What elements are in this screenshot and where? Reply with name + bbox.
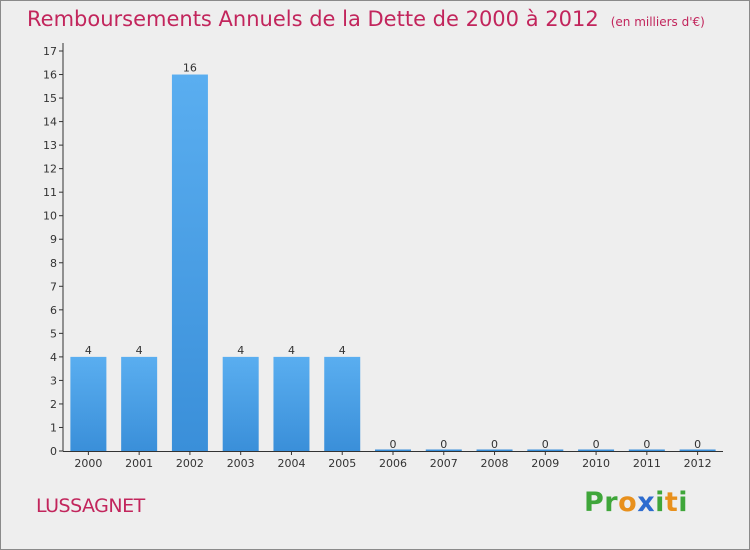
data-label: 0 xyxy=(542,438,549,451)
y-tick-label: 17 xyxy=(43,45,57,58)
bar xyxy=(324,356,361,451)
brand-logo-letter: o xyxy=(618,487,638,518)
y-tick-label: 13 xyxy=(43,139,57,152)
y-tick-label: 0 xyxy=(50,445,57,458)
x-tick-label: 2008 xyxy=(481,457,509,470)
y-tick-label: 15 xyxy=(43,92,57,105)
brand-logo-letter: i xyxy=(655,487,665,518)
data-label: 0 xyxy=(694,438,701,451)
data-label: 0 xyxy=(390,438,397,451)
x-tick-label: 2012 xyxy=(684,457,712,470)
x-tick-label: 2000 xyxy=(74,457,102,470)
data-label: 4 xyxy=(237,344,244,357)
data-label: 4 xyxy=(288,344,295,357)
y-tick-label: 4 xyxy=(50,351,57,364)
x-tick-label: 2003 xyxy=(227,457,255,470)
y-tick-label: 9 xyxy=(50,233,57,246)
data-label: 0 xyxy=(643,438,650,451)
brand-logo-letter: r xyxy=(604,487,619,518)
bar xyxy=(679,449,716,451)
data-label: 0 xyxy=(491,438,498,451)
x-tick-label: 2001 xyxy=(125,457,153,470)
data-label: 4 xyxy=(85,344,92,357)
bar xyxy=(476,449,513,451)
data-label: 0 xyxy=(593,438,600,451)
location-label: LUSSAGNET xyxy=(36,495,145,517)
brand-logo: Proxiti xyxy=(584,487,688,518)
bar xyxy=(375,449,411,451)
data-label: 0 xyxy=(440,438,447,451)
y-tick-label: 12 xyxy=(43,163,57,176)
brand-logo-letter: i xyxy=(678,487,689,518)
y-tick-label: 2 xyxy=(50,398,57,411)
x-tick-label: 2004 xyxy=(277,457,305,470)
y-tick-label: 3 xyxy=(50,374,57,387)
bar xyxy=(273,356,310,451)
data-label: 4 xyxy=(136,344,143,357)
y-tick-label: 6 xyxy=(50,304,57,317)
y-tick-label: 16 xyxy=(43,69,57,82)
chart-subtitle: (en milliers d'€) xyxy=(610,15,705,29)
data-label: 16 xyxy=(183,62,197,75)
data-label: 4 xyxy=(339,344,346,357)
y-tick-label: 7 xyxy=(50,280,57,293)
y-tick-label: 1 xyxy=(50,421,57,434)
bar xyxy=(70,356,107,451)
x-tick-label: 2011 xyxy=(633,457,661,470)
y-tick-label: 8 xyxy=(50,257,57,270)
bar xyxy=(171,74,208,451)
y-tick-label: 10 xyxy=(43,210,57,223)
brand-logo-letter: P xyxy=(584,487,605,518)
bar xyxy=(222,356,259,451)
x-tick-label: 2007 xyxy=(430,457,458,470)
x-tick-label: 2002 xyxy=(176,457,204,470)
bar xyxy=(527,449,564,451)
y-tick-label: 14 xyxy=(43,116,57,129)
bar xyxy=(628,449,665,451)
brand-logo-letter: x xyxy=(637,487,656,518)
bar xyxy=(578,449,615,451)
y-tick-label: 5 xyxy=(50,327,57,340)
chart-title-main: Remboursements Annuels de la Dette de 20… xyxy=(27,7,599,31)
x-tick-label: 2006 xyxy=(379,457,407,470)
bar xyxy=(121,356,158,451)
brand-logo-letter: t xyxy=(664,487,679,518)
y-tick-label: 11 xyxy=(43,186,57,199)
bar xyxy=(425,449,462,451)
x-tick-label: 2005 xyxy=(328,457,356,470)
x-tick-label: 2009 xyxy=(531,457,559,470)
chart-title: Remboursements Annuels de la Dette de 20… xyxy=(27,7,705,31)
x-tick-label: 2010 xyxy=(582,457,610,470)
